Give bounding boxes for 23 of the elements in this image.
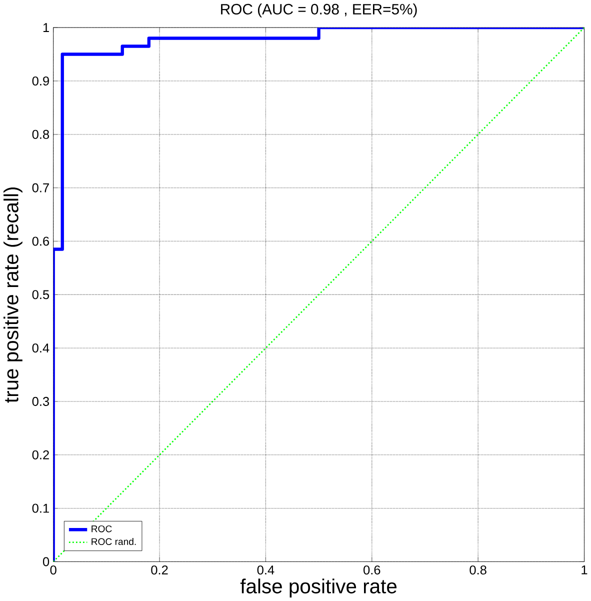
x-tick-label: 0.6 (363, 565, 380, 574)
chart-title: ROC (AUC = 0.98 , EER=5%) (220, 4, 417, 18)
y-tick-label: 1 (43, 23, 49, 32)
y-tick-label: 0.5 (32, 290, 49, 300)
line-series (53, 28, 584, 562)
y-tick-label: 0 (42, 557, 49, 566)
y-tick-label: 0.1 (32, 504, 49, 513)
x-tick-label: 0 (50, 565, 56, 574)
y-tick-label: 0.7 (32, 183, 49, 192)
legend-label: ROC rand. (91, 538, 136, 546)
y-tick-label: 0.6 (32, 236, 49, 246)
legend-label: ROC (91, 525, 112, 532)
x-axis-title: false positive rate (240, 578, 396, 598)
x-tick-label: 0.2 (150, 565, 168, 574)
x-tick-label: 0.4 (257, 565, 274, 574)
y-tick-label: 0.4 (32, 344, 50, 353)
y-tick-label: 0.2 (32, 450, 49, 460)
y-tick-label: 0.3 (32, 396, 49, 406)
y-axis-title: true positive rate (recall) (3, 187, 22, 403)
y-tick-label: 0.9 (32, 76, 49, 86)
y-tick-label: 0.8 (32, 130, 49, 139)
x-tick-label: 1 (581, 565, 588, 574)
x-tick-label: 0.8 (470, 565, 486, 574)
